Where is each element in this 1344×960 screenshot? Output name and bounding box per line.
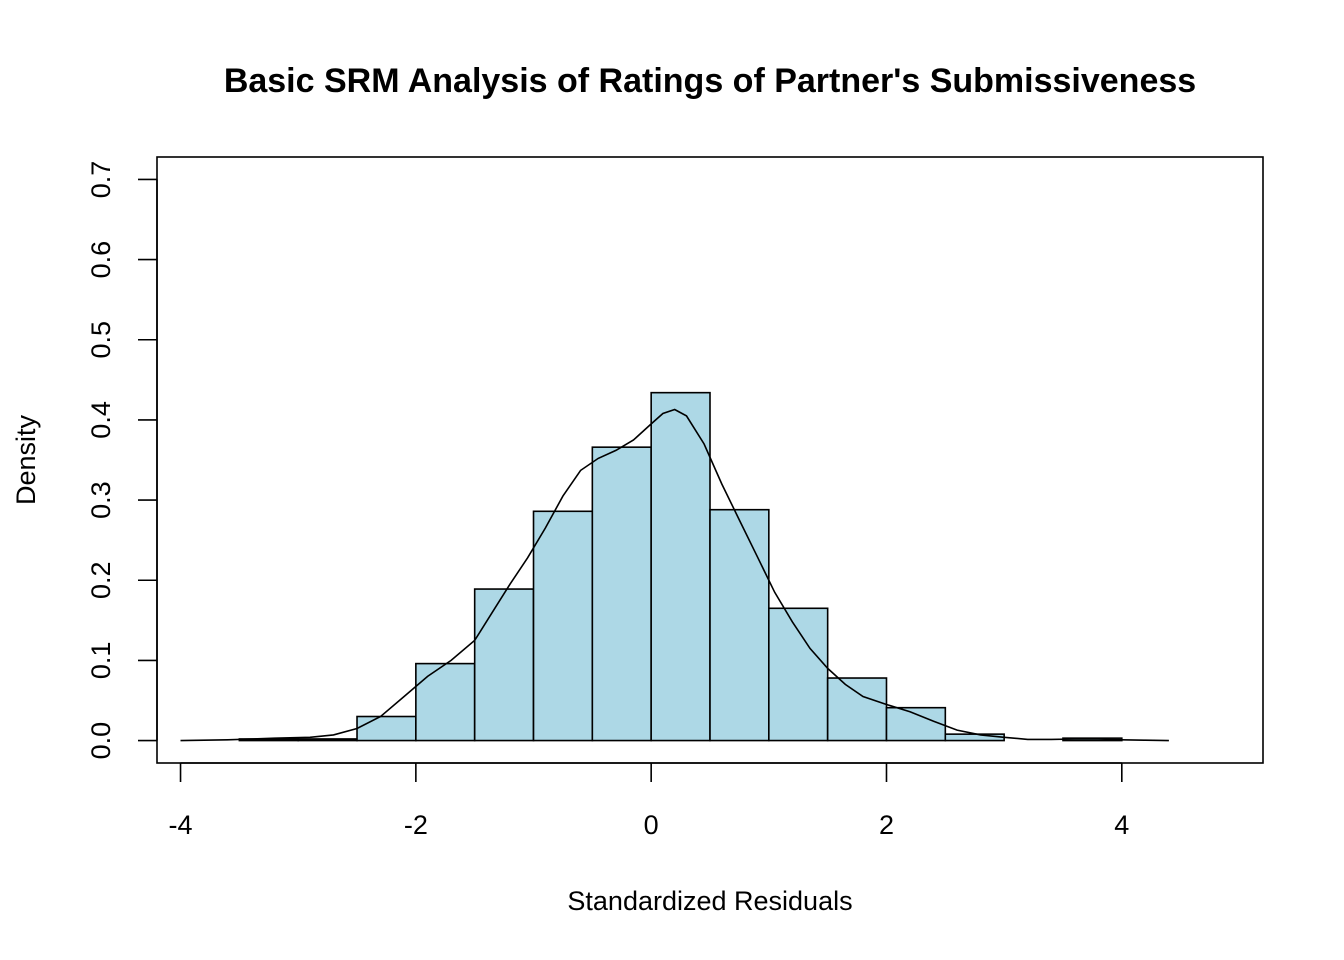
histogram-bars <box>238 391 1123 742</box>
histogram-bar <box>415 662 476 742</box>
histogram-bar <box>356 715 417 742</box>
x-axis-label: Standardized Residuals <box>567 886 852 916</box>
y-tick-label: 0.0 <box>86 722 116 760</box>
y-tick-label: 0.3 <box>86 481 116 519</box>
y-tick-label: 0.2 <box>86 561 116 599</box>
x-tick-label: -2 <box>404 810 428 840</box>
y-axis: 0.0 0.1 0.2 0.3 0.4 0.5 0.6 0.7 <box>86 161 158 760</box>
x-axis: -4 -2 0 2 4 <box>169 762 1129 840</box>
histogram-bar <box>944 733 1005 742</box>
histogram-bar <box>768 607 829 742</box>
histogram-bar <box>650 391 711 742</box>
histogram-bar <box>591 446 652 742</box>
x-tick-label: -4 <box>169 810 193 840</box>
y-tick-label: 0.6 <box>86 241 116 279</box>
x-tick-label: 2 <box>879 810 894 840</box>
chart-title: Basic SRM Analysis of Ratings of Partner… <box>224 62 1196 100</box>
histogram-bar <box>532 510 594 742</box>
y-tick-label: 0.7 <box>86 161 116 199</box>
y-tick-label: 0.5 <box>86 321 116 359</box>
x-tick-label: 0 <box>644 810 659 840</box>
density-curve <box>180 408 1169 742</box>
histogram-bar <box>709 508 770 742</box>
x-tick-label: 4 <box>1114 810 1129 840</box>
histogram-bar <box>473 588 535 742</box>
y-tick-label: 0.1 <box>86 642 116 680</box>
y-axis-label: Density <box>11 414 41 505</box>
histogram-bar <box>297 738 358 742</box>
histogram-bar <box>826 677 888 742</box>
histogram-bar <box>885 706 947 742</box>
y-tick-label: 0.4 <box>86 401 116 439</box>
